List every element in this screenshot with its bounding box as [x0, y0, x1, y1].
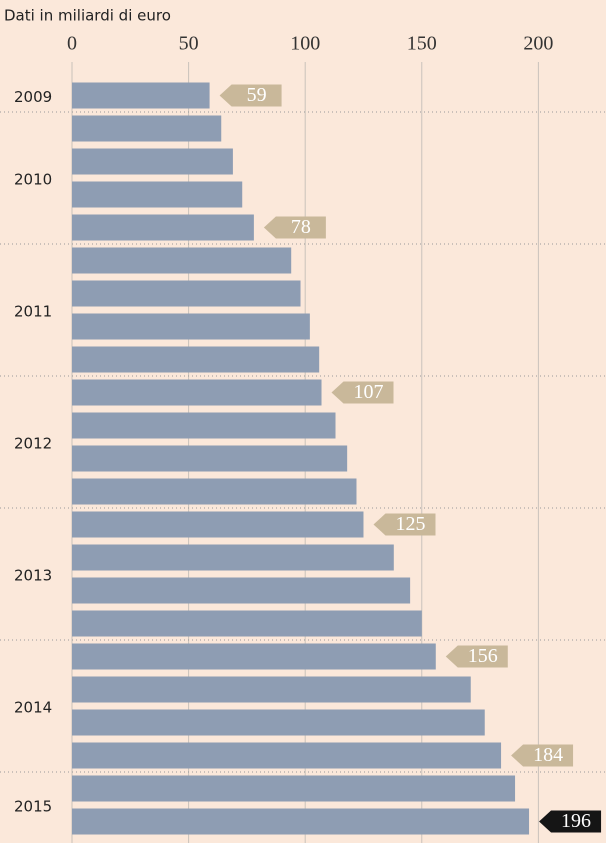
- value-label: 156: [468, 645, 498, 667]
- bar: [72, 775, 516, 802]
- bar: [72, 313, 310, 340]
- x-tick-label: 200: [523, 33, 553, 55]
- value-label: 184: [533, 744, 563, 766]
- y-tick-label: 2009: [14, 88, 52, 106]
- label-callout: [445, 645, 508, 668]
- bar: [72, 379, 322, 406]
- bar: [72, 115, 222, 142]
- y-tick-label: 2013: [14, 567, 52, 585]
- y-tick-label: 2015: [14, 798, 52, 816]
- bar: [72, 214, 254, 241]
- bar: [72, 247, 292, 274]
- bar: [72, 445, 348, 472]
- bar: [72, 478, 357, 505]
- y-tick-label: 2010: [14, 171, 52, 189]
- bar: [72, 511, 364, 538]
- label-callout: [539, 810, 602, 833]
- bar: [72, 280, 301, 307]
- x-tick-label: 0: [67, 33, 77, 55]
- chart-title: Dati in miliardi di euro: [4, 7, 171, 25]
- bar: [72, 742, 502, 769]
- label-callout: [331, 381, 394, 404]
- label-callout: [373, 513, 436, 536]
- value-label: 125: [395, 513, 425, 535]
- value-label: 78: [291, 216, 311, 238]
- x-tick-label: 50: [179, 33, 199, 55]
- bar: [72, 808, 530, 835]
- bar: [72, 643, 436, 670]
- value-label: 59: [247, 84, 267, 106]
- y-tick-label: 2012: [14, 435, 52, 453]
- y-tick-label: 2011: [14, 303, 52, 321]
- bar: [72, 544, 394, 571]
- bar: [72, 676, 471, 703]
- bar: [72, 82, 210, 109]
- value-label: 107: [354, 381, 384, 403]
- x-tick-label: 150: [407, 33, 437, 55]
- label-callout: [511, 744, 574, 767]
- bar: [72, 709, 485, 736]
- bar: [72, 577, 411, 604]
- bar: [72, 610, 422, 637]
- bar: [72, 181, 243, 208]
- x-tick-label: 100: [290, 33, 320, 55]
- label-callout: [219, 84, 282, 107]
- bar: [72, 346, 320, 373]
- label-callout: [263, 216, 326, 239]
- value-label: 196: [561, 810, 591, 832]
- bar: [72, 148, 233, 175]
- bar: [72, 412, 336, 439]
- y-tick-label: 2014: [14, 699, 52, 717]
